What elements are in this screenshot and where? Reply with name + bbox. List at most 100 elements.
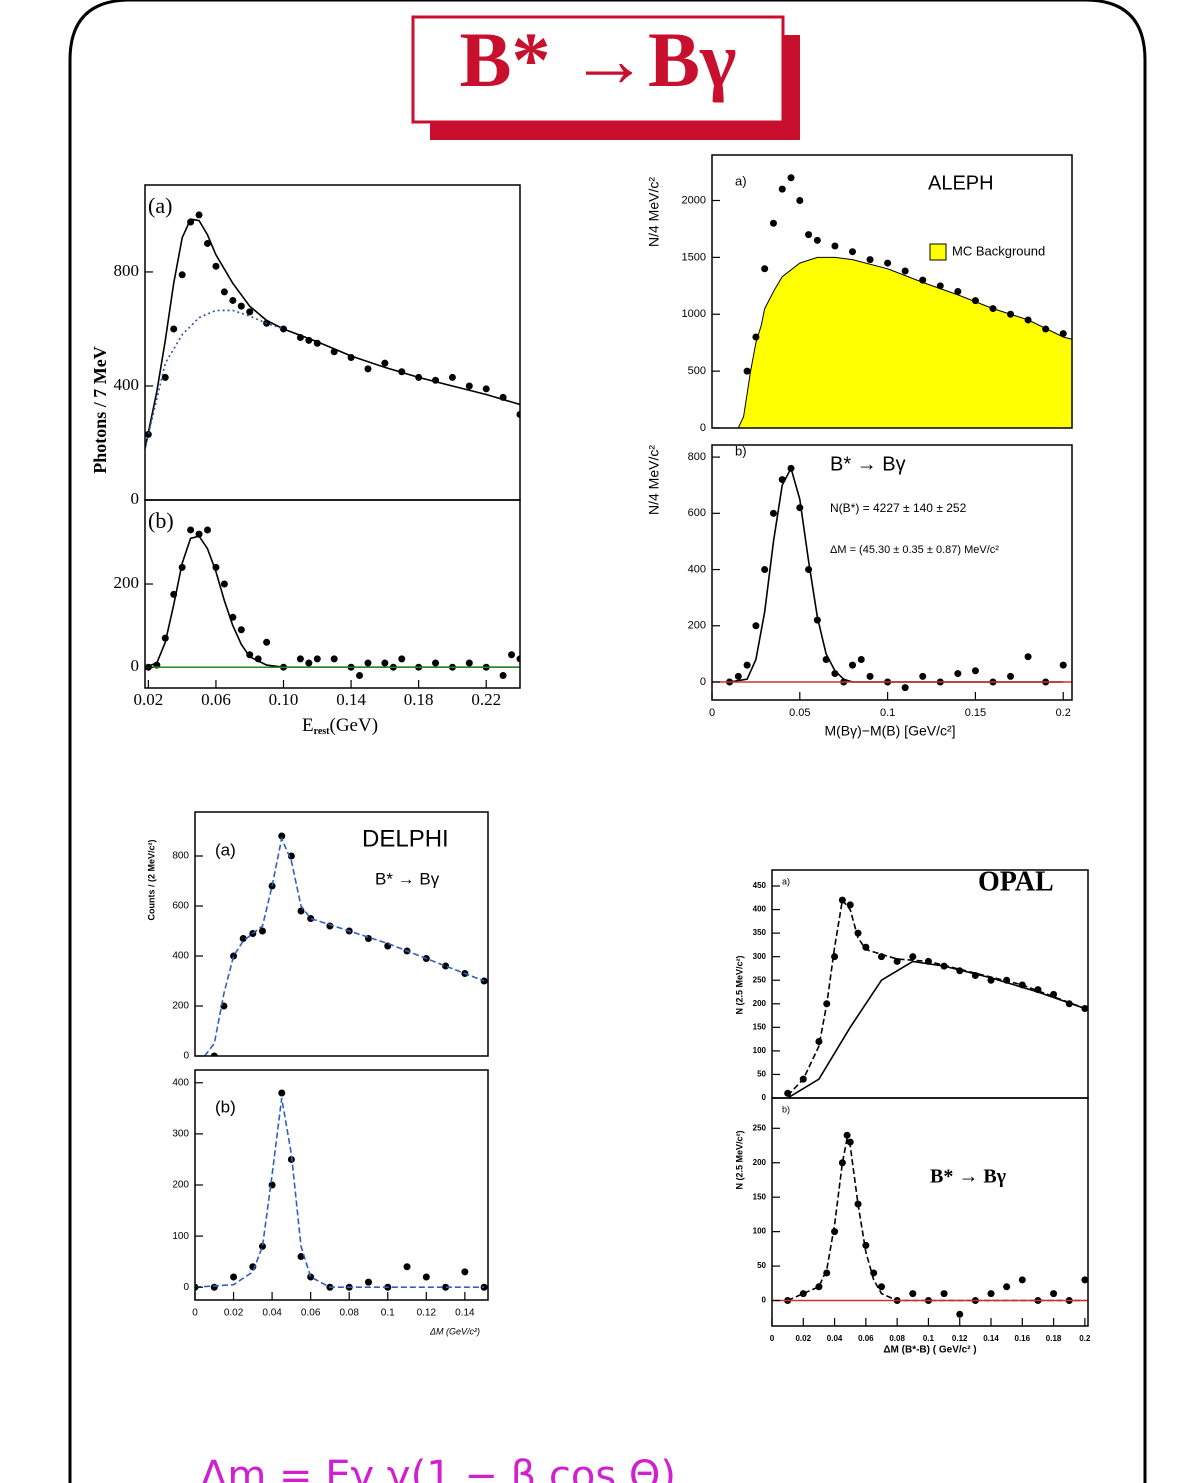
y-tick-label: 0 (183, 1051, 189, 1062)
panel-label: (a) (148, 193, 172, 218)
y-tick-label: 2000 (682, 194, 706, 206)
title-box (411, 15, 785, 124)
data-point (278, 1089, 286, 1097)
y-tick-label: 0 (131, 489, 140, 508)
x-tick-label: 0.1 (923, 1334, 935, 1343)
fit-curve (203, 835, 485, 1056)
data-point (1007, 310, 1015, 318)
data-point (381, 659, 389, 667)
data-point (796, 504, 804, 512)
fit-curve (145, 309, 284, 449)
y-tick-label: 300 (172, 1129, 189, 1140)
data-point (204, 526, 211, 534)
x-tick-label: 0.04 (827, 1334, 843, 1343)
data-point (971, 297, 979, 305)
data-point (364, 1278, 372, 1286)
data-point (229, 296, 237, 304)
data-point (461, 1268, 469, 1276)
y-tick-label: 150 (753, 1192, 767, 1201)
data-point (364, 659, 372, 667)
panel-label: b) (735, 443, 747, 458)
y-tick-label: 100 (753, 1046, 767, 1055)
y-tick-label: 0 (183, 1282, 189, 1293)
x-tick-label: 0.05 (789, 707, 810, 719)
slide-title: B* →Bγ (459, 16, 736, 103)
data-point (432, 659, 440, 667)
data-point (170, 325, 178, 333)
data-point (480, 1283, 488, 1291)
background-area (737, 256, 1072, 428)
y-tick-label: 200 (172, 1001, 189, 1012)
data-point (838, 1159, 846, 1167)
data-point (1003, 1283, 1011, 1291)
data-point (305, 659, 313, 667)
x-axis-label: ΔM (GeV/c²) (429, 1326, 480, 1336)
x-tick-label: 0.02 (795, 1334, 811, 1343)
data-point (187, 526, 195, 534)
panel: 0 200 0.02 0.06 0.10 0.14 0.18 0.22 (b) Erest(GeV… (114, 499, 521, 737)
x-tick-label: 0.18 (404, 690, 434, 709)
data-point (508, 651, 516, 659)
data-point (381, 359, 389, 367)
data-point (909, 1290, 917, 1298)
x-axis-label: ΔM (B*-B) ( GeV/c² ) (883, 1345, 976, 1356)
fit-curve (145, 535, 520, 668)
y-tick-label: 50 (757, 1261, 766, 1270)
data-point (442, 962, 450, 970)
data-point (831, 1228, 839, 1236)
x-tick-label: 0.02 (224, 1308, 244, 1319)
data-point (799, 1290, 807, 1298)
panel: 0 50 100 150 200 250 0 0.02 0.04 0.06 0.08 0.1 0.12 0… (734, 1097, 1091, 1356)
y-tick-label: 800 (688, 451, 706, 463)
y-axis-label: N/4 MeV/c² (646, 445, 662, 515)
x-tick-label: 0.12 (417, 1308, 437, 1319)
data-point (734, 672, 742, 680)
x-tick-label: 0.14 (455, 1308, 475, 1319)
fit-curve (145, 218, 520, 449)
x-tick-label: 0.16 (1015, 1334, 1031, 1343)
annotation: B* → Bγ (375, 869, 440, 888)
data-point (752, 333, 760, 341)
x-axis-label-unit: (GeV) (330, 715, 379, 736)
y-tick-label: 200 (172, 1180, 189, 1191)
data-point (778, 185, 786, 193)
data-point (237, 302, 245, 310)
x-tick-label: 0.18 (1046, 1334, 1062, 1343)
data-point (752, 622, 760, 630)
data-point (210, 1052, 218, 1056)
data-point (442, 1283, 450, 1291)
data-point (761, 566, 769, 574)
data-point (482, 385, 490, 393)
data-point (516, 655, 520, 663)
data-point (398, 655, 406, 663)
x-axis-label: M(Bγ)−M(B) [GeV/c²] (824, 723, 955, 739)
data-point (210, 1283, 218, 1291)
panel-frame (711, 444, 1073, 701)
x-tick-label: 0.2 (1056, 707, 1071, 719)
y-tick-label: 0 (131, 656, 140, 675)
y-tick-label: 200 (753, 1158, 767, 1167)
y-tick-label: 150 (753, 1022, 767, 1031)
panel: 0 50 100 150 200 250 300 350 400 450 a) OPAL N (2.5 … (734, 866, 1089, 1102)
y-tick-label: 400 (172, 951, 189, 962)
x-tick-label: 0.04 (262, 1308, 282, 1319)
panel-frame (194, 1069, 489, 1301)
data-point (862, 1241, 870, 1249)
data-point (919, 672, 927, 680)
data-point (287, 852, 295, 860)
data-point (987, 1290, 995, 1298)
data-point (422, 1273, 430, 1281)
annotation: DELPHI (362, 825, 449, 852)
y-tick-label: 200 (114, 573, 140, 592)
panel-frame (771, 869, 1089, 1099)
data-point (831, 953, 839, 961)
y-tick-label: 800 (114, 261, 140, 280)
data-point (846, 1138, 854, 1146)
panel: MC Background 0 500 1000 1500 2000 a) ALEPH N/4 … (646, 154, 1073, 434)
data-point (743, 661, 751, 669)
y-tick-label: 0 (762, 1093, 767, 1102)
data-point (769, 219, 777, 227)
y-tick-label: 350 (753, 928, 767, 937)
data-point (465, 659, 473, 667)
